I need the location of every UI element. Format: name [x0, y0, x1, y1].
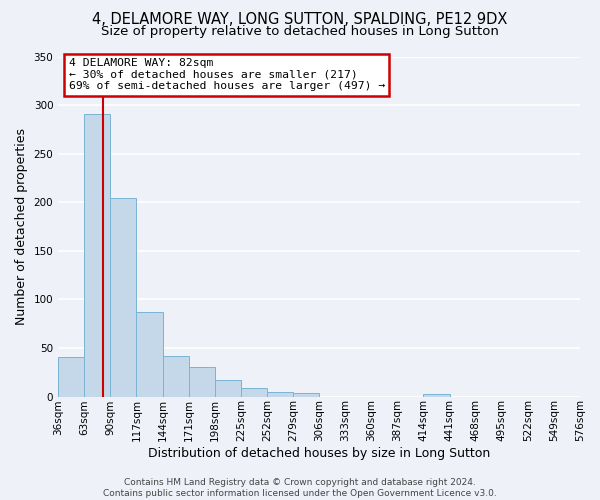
Bar [163, 356, 188, 397]
Bar [136, 312, 163, 396]
Text: 4 DELAMORE WAY: 82sqm
← 30% of detached houses are smaller (217)
69% of semi-det: 4 DELAMORE WAY: 82sqm ← 30% of detached … [68, 58, 385, 92]
Bar [267, 392, 293, 396]
Text: 4, DELAMORE WAY, LONG SUTTON, SPALDING, PE12 9DX: 4, DELAMORE WAY, LONG SUTTON, SPALDING, … [92, 12, 508, 28]
Bar [110, 198, 136, 396]
Bar [241, 388, 267, 396]
Bar [424, 394, 449, 396]
Text: Contains HM Land Registry data © Crown copyright and database right 2024.
Contai: Contains HM Land Registry data © Crown c… [103, 478, 497, 498]
Bar [215, 380, 241, 396]
Text: Size of property relative to detached houses in Long Sutton: Size of property relative to detached ho… [101, 25, 499, 38]
Y-axis label: Number of detached properties: Number of detached properties [15, 128, 28, 325]
Bar [188, 368, 215, 396]
X-axis label: Distribution of detached houses by size in Long Sutton: Distribution of detached houses by size … [148, 447, 490, 460]
Bar [293, 392, 319, 396]
Bar [84, 114, 110, 397]
Bar [58, 356, 84, 397]
